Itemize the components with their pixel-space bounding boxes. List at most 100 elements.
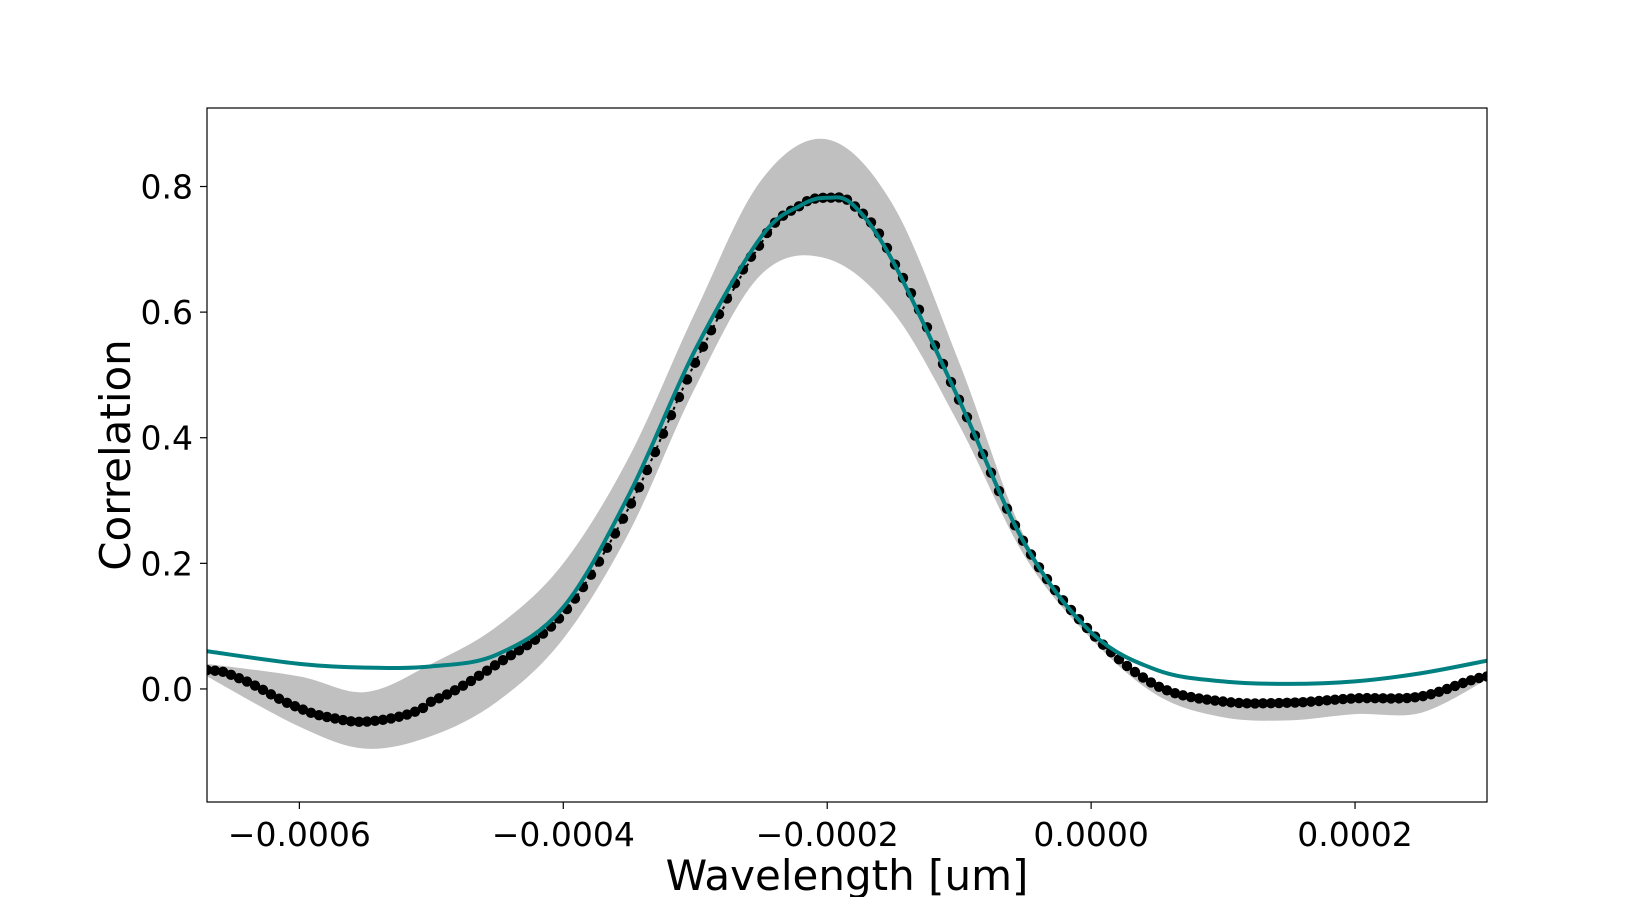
data-point xyxy=(617,513,629,524)
data-point xyxy=(433,693,445,704)
data-point xyxy=(1465,675,1477,686)
data-point xyxy=(225,669,237,681)
data-point xyxy=(1377,693,1389,704)
data-point xyxy=(1233,697,1245,709)
data-point xyxy=(1289,697,1301,708)
data-point xyxy=(1177,690,1189,701)
y-tick-label: 0.6 xyxy=(141,293,193,332)
data-point xyxy=(1121,660,1133,672)
y-axis-ticks: 0.0 0.2 0.4 0.6 0.8 xyxy=(141,168,207,709)
data-point xyxy=(641,464,653,476)
data-point xyxy=(321,711,333,723)
data-point xyxy=(393,711,405,722)
data-point xyxy=(313,710,325,721)
data-point xyxy=(249,680,261,691)
data-point xyxy=(377,714,389,726)
data-point xyxy=(1353,693,1365,704)
data-point xyxy=(297,704,309,715)
data-points-connector xyxy=(207,196,1487,723)
data-point xyxy=(273,693,285,704)
data-point xyxy=(1169,687,1181,699)
data-point xyxy=(489,660,501,671)
y-axis-label: Correlation xyxy=(91,339,140,571)
data-point xyxy=(257,684,269,696)
data-point xyxy=(1401,692,1413,704)
x-tick-label: 0.0000 xyxy=(1033,815,1148,854)
data-point xyxy=(449,685,461,696)
data-point xyxy=(1257,698,1269,709)
data-point xyxy=(1337,693,1349,705)
data-point xyxy=(1473,672,1485,684)
data-point xyxy=(457,680,469,691)
plot-area-frame xyxy=(206,107,1488,803)
data-point xyxy=(1273,697,1285,709)
x-axis-ticks: −0.0006 −0.0004 −0.0002 0.0000 0.0002 xyxy=(228,802,1413,854)
data-point xyxy=(337,714,349,726)
data-point xyxy=(1329,694,1341,705)
data-point xyxy=(1449,680,1461,692)
data-point xyxy=(1313,695,1325,707)
x-axis-label: Wavelength [um] xyxy=(666,851,1029,897)
data-point xyxy=(1241,698,1253,709)
data-point xyxy=(305,707,317,719)
x-tick-label: −0.0006 xyxy=(228,815,371,854)
data-point xyxy=(1425,689,1437,700)
data-point xyxy=(1385,693,1397,704)
y-tick-label: 0.8 xyxy=(141,168,193,207)
uncertainty-band-layer xyxy=(207,138,1487,749)
data-point xyxy=(497,654,509,666)
data-point xyxy=(281,697,293,708)
data-point xyxy=(329,713,341,724)
y-tick-label: 0.2 xyxy=(141,544,193,583)
data-point xyxy=(217,666,229,677)
data-point xyxy=(1249,698,1261,709)
data-point xyxy=(1433,686,1445,697)
data-point xyxy=(1409,692,1421,703)
x-tick-label: 0.0002 xyxy=(1297,815,1412,854)
data-point xyxy=(1441,683,1453,695)
fit-line-layer xyxy=(207,195,1487,686)
data-point xyxy=(633,482,645,493)
data-point xyxy=(1361,692,1373,704)
data-point xyxy=(1481,671,1487,682)
data-point xyxy=(1129,666,1141,678)
data-point xyxy=(385,713,397,724)
data-point xyxy=(473,670,485,682)
data-point xyxy=(361,716,373,727)
x-tick-label: −0.0004 xyxy=(492,815,635,854)
data-points-layer xyxy=(207,192,1487,728)
data-point xyxy=(233,673,245,684)
data-point xyxy=(1297,696,1309,708)
data-point xyxy=(505,649,517,661)
data-point xyxy=(1209,695,1221,706)
data-point xyxy=(513,645,525,656)
data-point xyxy=(401,709,413,720)
data-point xyxy=(1201,694,1213,705)
data-point xyxy=(209,665,221,676)
data-point xyxy=(1161,685,1173,696)
data-point xyxy=(689,357,701,369)
data-point xyxy=(1345,693,1357,704)
data-point xyxy=(1153,681,1165,692)
uncertainty-band xyxy=(207,138,1487,749)
data-point xyxy=(417,702,429,714)
data-point xyxy=(441,689,453,700)
data-point xyxy=(1281,697,1293,709)
data-point xyxy=(289,701,301,712)
data-point xyxy=(1265,698,1277,709)
data-point xyxy=(1225,697,1237,708)
data-point xyxy=(265,689,277,700)
data-point xyxy=(465,675,477,687)
data-point xyxy=(345,716,357,727)
data-point xyxy=(1193,693,1205,704)
data-point xyxy=(1217,696,1229,707)
fit-line xyxy=(207,195,1487,686)
data-point xyxy=(1137,672,1149,683)
data-point xyxy=(425,696,437,708)
data-point xyxy=(241,676,253,687)
data-point xyxy=(1305,696,1317,707)
data-point xyxy=(1369,693,1381,704)
data-point xyxy=(1393,693,1405,704)
x-tick-label: −0.0002 xyxy=(756,815,899,854)
